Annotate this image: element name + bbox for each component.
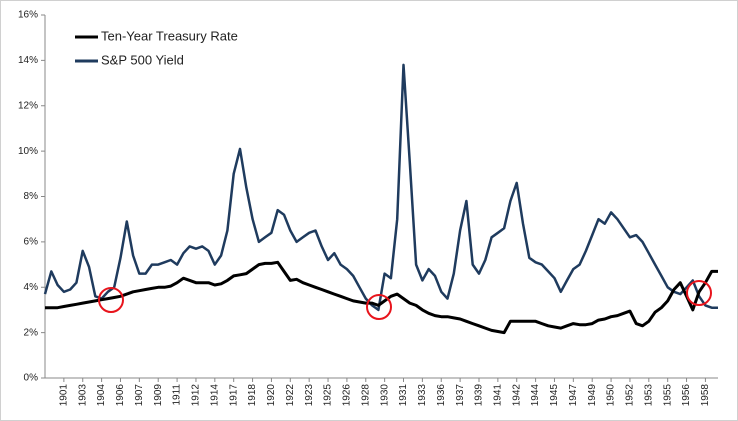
y-tick-label: 4% xyxy=(24,282,39,293)
x-tick-label: 1950 xyxy=(606,384,617,407)
x-tick-label: 1944 xyxy=(530,384,541,407)
x-tick-label: 1941 xyxy=(493,384,504,407)
x-tick-label: 1920 xyxy=(266,384,277,407)
x-tick-label: 1933 xyxy=(417,384,428,407)
x-tick-label: 1903 xyxy=(77,384,88,407)
x-tick-label: 1909 xyxy=(153,384,164,407)
y-tick-label: 14% xyxy=(18,55,38,66)
x-tick-label: 1914 xyxy=(209,384,220,407)
highlight-circle xyxy=(98,287,124,313)
x-tick-label: 1926 xyxy=(342,384,353,407)
x-tick-label: 1931 xyxy=(398,384,409,407)
series-line xyxy=(43,63,718,312)
y-tick-label: 10% xyxy=(18,146,38,157)
x-tick-label: 1937 xyxy=(455,384,466,407)
x-tick-label: 1956 xyxy=(681,384,692,407)
x-tick-label: 1942 xyxy=(511,384,522,407)
x-tick-label: 1922 xyxy=(285,384,296,407)
x-tick-label: 1901 xyxy=(59,384,70,407)
x-tick-label: 1955 xyxy=(662,384,673,407)
x-tick-label: 1945 xyxy=(549,384,560,407)
x-tick-label: 1949 xyxy=(587,384,598,407)
x-tick-label: 1923 xyxy=(304,384,315,407)
x-tick-label: 1936 xyxy=(436,384,447,407)
x-tick-label: 1906 xyxy=(115,384,126,407)
x-tick-label: 1918 xyxy=(247,384,258,407)
x-tick-label: 1930 xyxy=(379,384,390,407)
x-tick-label: 1953 xyxy=(643,384,654,407)
x-tick-label: 1925 xyxy=(323,384,334,407)
x-tick-label: 1912 xyxy=(191,384,202,407)
y-tick-label: 12% xyxy=(18,100,38,111)
series-line xyxy=(45,260,718,335)
x-tick-label: 1911 xyxy=(172,384,183,406)
highlight-circle xyxy=(686,280,712,306)
x-tick-label: 1917 xyxy=(228,384,239,407)
highlight-circle xyxy=(366,294,392,320)
x-tick-label: 1907 xyxy=(134,384,145,407)
y-tick-label: 8% xyxy=(24,191,39,202)
y-tick-label: 16% xyxy=(18,10,38,21)
x-tick-label: 1939 xyxy=(474,384,485,407)
x-tick-label: 1952 xyxy=(625,384,636,407)
y-tick-label: 6% xyxy=(24,237,39,248)
x-tick-label: 1947 xyxy=(568,384,579,407)
legend-label: S&P 500 Yield xyxy=(101,52,184,67)
y-tick-label: 2% xyxy=(24,327,39,338)
x-tick-label: 1904 xyxy=(96,384,107,407)
y-tick-label: 0% xyxy=(24,373,39,384)
legend-label: Ten-Year Treasury Rate xyxy=(101,28,238,43)
annotation-circles xyxy=(98,280,712,320)
x-tick-label: 1958 xyxy=(700,384,711,407)
x-tick-label: 1928 xyxy=(360,384,371,407)
